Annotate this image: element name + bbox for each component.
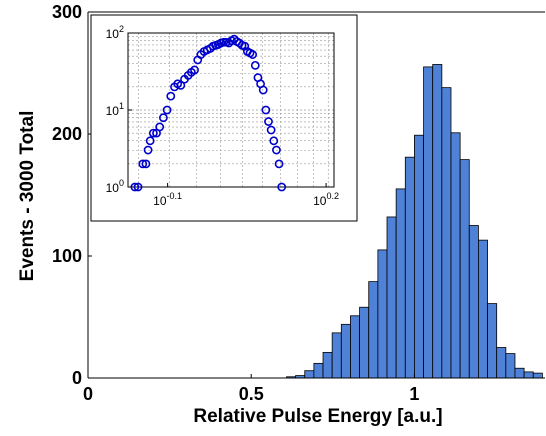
main-y-tick-labels: 0 100 200 300 bbox=[52, 2, 92, 388]
histogram-bar bbox=[304, 370, 315, 379]
histogram-bar bbox=[322, 351, 333, 379]
y-tick-label: 300 bbox=[52, 2, 82, 22]
histogram-bar bbox=[350, 315, 360, 379]
histogram-bar bbox=[532, 372, 543, 379]
inset-scatter-point bbox=[158, 113, 168, 123]
histogram-bar bbox=[468, 225, 479, 379]
inset-scatter-point bbox=[143, 145, 153, 155]
inset-scatter-point bbox=[176, 80, 186, 90]
inset-scatter-point bbox=[261, 105, 271, 115]
inset-scatter-point bbox=[133, 182, 143, 192]
inset-scatter-point bbox=[269, 136, 279, 146]
histogram-bar bbox=[368, 281, 379, 379]
main-x-tick-labels: 0 0.5 1 bbox=[83, 374, 419, 404]
histogram-bar bbox=[331, 332, 342, 379]
histogram-bar bbox=[523, 371, 534, 379]
inset-tick-label: 101 bbox=[106, 101, 124, 118]
inset-scatter-point bbox=[219, 37, 229, 47]
inset-tick-label: 100 bbox=[106, 178, 124, 195]
x-axis-label: Relative Pulse Energy [a.u.] bbox=[193, 406, 442, 427]
inset-scatter-point bbox=[274, 159, 284, 169]
histogram-bar bbox=[487, 303, 498, 379]
inset-scatter-points bbox=[130, 34, 287, 192]
histogram-bar bbox=[496, 347, 507, 379]
inset-scatter-point bbox=[162, 105, 172, 115]
inset-scatter-point bbox=[190, 65, 199, 75]
inset-tick-label: 102 bbox=[106, 24, 124, 41]
y-tick-label: 100 bbox=[52, 246, 82, 266]
histogram-bar bbox=[395, 188, 406, 379]
inset-scatter-point bbox=[155, 122, 165, 132]
histogram-bar bbox=[414, 134, 424, 379]
y-tick-label: 200 bbox=[52, 124, 82, 144]
inset-scatter-point bbox=[141, 159, 151, 169]
inset-scatter-point bbox=[138, 159, 148, 169]
histogram-bar bbox=[514, 367, 525, 379]
histogram-bar bbox=[377, 249, 388, 379]
inset-scatter-point bbox=[145, 136, 155, 146]
inset-loglog-plot: 10-0.1 100.2 100 101 102 bbox=[90, 14, 358, 222]
histogram-bar bbox=[441, 87, 452, 379]
inset-grid bbox=[128, 32, 334, 188]
histogram-bar bbox=[404, 156, 415, 379]
inset-scatter-point bbox=[272, 145, 281, 155]
x-tick-label: 1 bbox=[409, 384, 419, 404]
inset-tick-label: 10-0.1 bbox=[153, 191, 182, 208]
histogram-bar bbox=[359, 306, 370, 379]
inset-y-tick-labels: 100 101 102 bbox=[106, 24, 132, 195]
inset-scatter-point bbox=[248, 50, 258, 59]
inset-scatter-point bbox=[258, 85, 268, 95]
histogram-bar bbox=[423, 66, 434, 379]
histogram-bar bbox=[478, 239, 488, 379]
histogram-bar bbox=[386, 216, 397, 379]
histogram-bar bbox=[313, 362, 324, 379]
histogram-bar bbox=[432, 64, 443, 379]
inset-scatter-point bbox=[250, 60, 260, 70]
inset-scatter-point bbox=[148, 128, 158, 138]
inset-tick-label: 100.2 bbox=[313, 191, 339, 208]
x-tick-label: 0 bbox=[83, 384, 93, 404]
y-axis-label: Events - 3000 Total bbox=[17, 111, 38, 282]
inset-x-tick-labels: 10-0.1 100.2 bbox=[153, 183, 339, 208]
histogram-bar bbox=[505, 353, 516, 379]
x-tick-label: 0.5 bbox=[239, 384, 264, 404]
inset-scatter-point bbox=[266, 125, 276, 135]
histogram-bar bbox=[450, 132, 461, 379]
y-tick-label: 0 bbox=[72, 368, 82, 388]
inset-scatter-point bbox=[277, 182, 287, 192]
histogram-bar bbox=[340, 323, 351, 379]
inset-scatter-point bbox=[264, 117, 273, 126]
inset-scatter-point bbox=[166, 91, 176, 101]
histogram-bar bbox=[459, 159, 470, 379]
